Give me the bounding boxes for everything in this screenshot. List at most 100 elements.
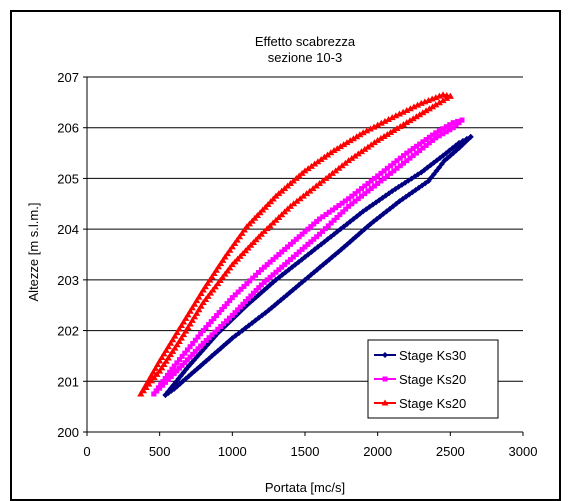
data-point-marker bbox=[443, 124, 449, 130]
data-point-marker bbox=[366, 125, 374, 132]
legend-item: Stage Ks20 bbox=[374, 372, 466, 387]
x-tick-label: 2500 bbox=[436, 444, 465, 459]
data-point-marker bbox=[160, 379, 166, 385]
data-point-marker bbox=[279, 264, 285, 270]
data-point-marker bbox=[314, 234, 320, 240]
data-point-marker bbox=[345, 157, 353, 164]
legend-item: Stage Ks20 bbox=[374, 396, 466, 411]
data-point-marker bbox=[160, 382, 166, 388]
data-point-marker bbox=[317, 216, 323, 222]
data-point-marker bbox=[346, 196, 352, 202]
data-point-marker bbox=[184, 311, 192, 318]
data-point-marker bbox=[429, 103, 437, 110]
data-point-marker bbox=[231, 240, 239, 247]
data-point-marker bbox=[290, 239, 296, 245]
data-point-marker bbox=[206, 322, 212, 328]
chart-frame bbox=[10, 10, 561, 501]
data-point-marker bbox=[319, 177, 327, 184]
data-point-marker bbox=[282, 262, 288, 268]
data-point-marker bbox=[162, 391, 169, 398]
y-axis-title: Altezze [m s.l.m.] bbox=[26, 203, 41, 302]
data-point-marker bbox=[381, 117, 389, 124]
legend-item: Stage Ks30 bbox=[374, 348, 466, 363]
data-point-marker bbox=[309, 185, 317, 192]
data-point-marker bbox=[443, 94, 451, 101]
data-point-marker bbox=[287, 241, 293, 247]
data-point-marker bbox=[368, 186, 374, 192]
data-point-marker bbox=[229, 295, 235, 301]
y-tick-label: 201 bbox=[57, 374, 79, 389]
data-point-marker bbox=[255, 270, 261, 276]
data-point-marker bbox=[212, 329, 218, 335]
data-point-marker bbox=[221, 304, 227, 310]
data-point-marker bbox=[233, 236, 241, 243]
data-point-marker bbox=[423, 142, 429, 148]
data-point-marker bbox=[322, 226, 328, 232]
data-point-marker bbox=[322, 174, 330, 181]
data-point-marker bbox=[238, 229, 246, 236]
data-point-marker bbox=[383, 130, 391, 137]
data-point-marker bbox=[272, 216, 280, 223]
data-point-marker bbox=[377, 119, 385, 126]
data-point-marker bbox=[425, 105, 433, 112]
data-point-marker bbox=[232, 310, 238, 316]
data-point-marker bbox=[278, 211, 286, 218]
data-point-marker bbox=[371, 183, 377, 189]
data-point-marker bbox=[244, 281, 250, 287]
data-point-marker bbox=[459, 117, 465, 123]
data-point-marker bbox=[145, 380, 153, 387]
x-tick-labels: 0 500 1000 1500 2000 2500 3000 bbox=[83, 432, 537, 459]
data-point-marker bbox=[269, 219, 277, 226]
data-point-marker bbox=[331, 217, 337, 223]
data-point-marker bbox=[436, 133, 442, 139]
data-point-marker bbox=[409, 115, 417, 122]
data-point-marker bbox=[151, 391, 157, 397]
data-point-marker bbox=[162, 379, 168, 385]
data-point-marker bbox=[240, 226, 248, 233]
data-point-marker bbox=[426, 134, 432, 140]
data-point-marker bbox=[284, 205, 292, 212]
data-point-marker bbox=[182, 314, 190, 321]
data-point-marker bbox=[285, 244, 291, 250]
data-point-marker bbox=[446, 92, 454, 99]
data-point-marker bbox=[311, 221, 317, 227]
data-point-marker bbox=[198, 331, 204, 337]
data-point-marker bbox=[404, 158, 410, 164]
data-point-marker bbox=[354, 150, 362, 157]
data-point-marker bbox=[157, 385, 163, 391]
x-tick-label: 0 bbox=[83, 444, 90, 459]
data-point-marker bbox=[179, 362, 185, 368]
data-point-marker bbox=[221, 253, 229, 260]
data-point-marker bbox=[380, 132, 388, 139]
data-point-marker bbox=[375, 173, 381, 179]
data-point-marker bbox=[395, 110, 403, 117]
data-point-marker bbox=[212, 266, 220, 273]
data-point-marker bbox=[391, 160, 397, 166]
data-point-marker bbox=[201, 283, 209, 290]
data-point-marker bbox=[232, 292, 238, 298]
data-point-marker bbox=[349, 135, 357, 142]
data-point-marker bbox=[174, 368, 180, 374]
data-point-marker bbox=[137, 390, 145, 397]
data-point-marker bbox=[206, 276, 214, 283]
y-tick-label: 206 bbox=[57, 121, 79, 136]
data-point-marker bbox=[352, 198, 358, 204]
data-point-marker bbox=[312, 182, 320, 189]
data-point-marker bbox=[156, 357, 164, 364]
data-point-marker bbox=[168, 374, 174, 380]
data-point-marker bbox=[388, 170, 394, 176]
data-point-marker bbox=[375, 181, 381, 186]
data-point-marker bbox=[346, 137, 354, 144]
y-tick-label: 205 bbox=[57, 171, 79, 186]
data-point-marker bbox=[213, 313, 219, 319]
data-point-marker bbox=[351, 152, 359, 159]
data-point-marker bbox=[353, 133, 361, 140]
data-point-marker bbox=[221, 321, 227, 327]
data-point-marker bbox=[286, 202, 294, 209]
x-tick-label: 1500 bbox=[291, 444, 320, 459]
data-point-marker bbox=[367, 141, 375, 148]
data-point-marker bbox=[282, 246, 288, 252]
data-point-marker bbox=[153, 370, 161, 377]
data-point-marker bbox=[215, 263, 223, 270]
data-point-marker bbox=[410, 103, 418, 110]
